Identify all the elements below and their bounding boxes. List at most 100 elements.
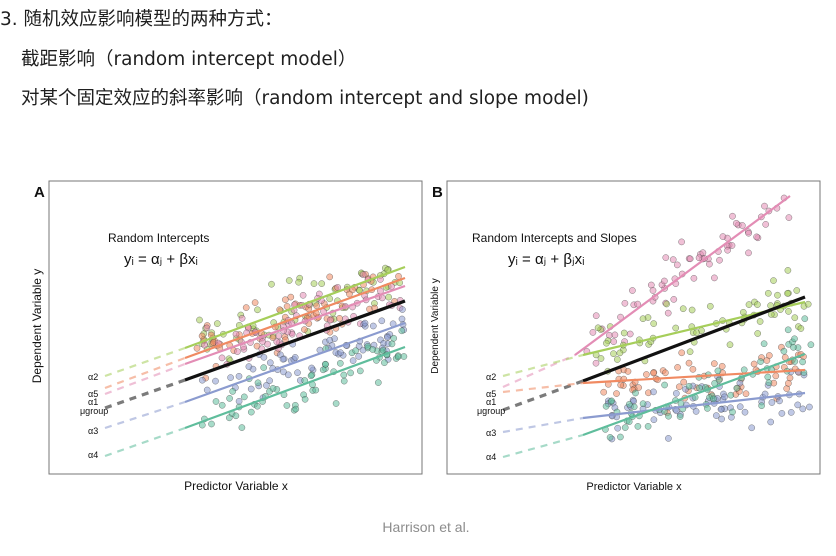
panel-a-data-point (266, 359, 274, 367)
panel-b-equation: yᵢ = αⱼ + βⱼxᵢ (508, 251, 584, 268)
panel-a-data-point (254, 306, 261, 314)
panel-a-data-point (381, 359, 388, 367)
panel-a-data-point (378, 317, 386, 325)
panel-a-data-point (349, 357, 357, 364)
panel-a-data-point (398, 327, 406, 335)
label-alpha2: α2 (486, 372, 496, 382)
panel-b-data-point (714, 367, 722, 375)
panel-b-data-point (685, 359, 693, 367)
panel-b-data-point (742, 390, 750, 398)
panel-b-data-point (706, 260, 713, 268)
panel-b-data-point (650, 320, 658, 327)
panel-b-data-point (686, 348, 694, 356)
panel-b-data-point (672, 390, 680, 397)
panel-b-data-point (639, 315, 647, 323)
panel-a-data-point (347, 369, 354, 377)
panel-b-data-point (721, 393, 728, 401)
panel-b-fit-line-4 (582, 391, 806, 420)
panel-b-data-point (602, 402, 610, 410)
panel-b-data-point (670, 296, 678, 303)
panel-b-data-point (699, 249, 707, 257)
panel-b-title: Random Intercepts and Slopes (472, 231, 637, 245)
panel-b-data-point (704, 405, 711, 412)
panel-b-data-point (733, 384, 741, 392)
panel-a-data-point (291, 354, 299, 361)
panel-b-data-point (689, 365, 697, 373)
panel-b-data-point (745, 229, 752, 237)
panel-a-data-point (275, 332, 283, 340)
panel-a-data-point (307, 372, 315, 380)
panel-b-letter: B (432, 184, 443, 201)
panel-b-data-point (680, 378, 688, 386)
panel-b-data-point (748, 424, 756, 432)
panel-a-data-point (269, 385, 277, 392)
panel-a-data-point (385, 293, 392, 301)
panel-a-data-point (279, 355, 287, 363)
panel-a-data-point (312, 386, 320, 394)
panel-b-data-point (801, 315, 809, 323)
panel-b-data-point (764, 289, 772, 297)
panel-b-data-point (715, 376, 723, 384)
panel-a-fit-line-5 (184, 345, 406, 430)
panel-b-data-point (719, 233, 727, 240)
panel-b-data-point (768, 399, 776, 406)
panel-b-data-point (613, 390, 620, 397)
panel-b-data-point (616, 349, 624, 357)
panel-b-data-point (712, 412, 720, 419)
panel-a: A Random Intercepts yᵢ = αⱼ + βxᵢ Predic… (30, 180, 423, 493)
panel-b-data-point (732, 219, 740, 227)
panel-a-lines (104, 265, 406, 458)
panel-b-data-point (776, 397, 783, 405)
panel-b-data-point (669, 256, 677, 263)
panel-a-data-point (225, 414, 233, 422)
panel-b-data-point (617, 381, 625, 389)
panel-a-data-point (310, 280, 318, 287)
panel-b-data-point (632, 389, 639, 397)
panel-b-data-point (661, 277, 668, 285)
panel-b-data-point (790, 343, 797, 351)
panel-a-data-point (295, 278, 302, 286)
panel-a-dashed-line-3 (104, 378, 186, 410)
panel-b: B Random Intercepts and Slopes yᵢ = αⱼ +… (430, 180, 821, 493)
section-heading: 3. 随机效应影响模型的两种方式： (0, 9, 283, 30)
panel-b-data-point (764, 373, 772, 381)
panel-b-dashed-line-3 (502, 381, 584, 394)
panel-a-data-point (356, 367, 364, 375)
panel-b-data-point (690, 274, 698, 282)
panel-a-data-point (319, 366, 327, 374)
panel-b-xlabel: Predictor Variable x (586, 481, 682, 493)
panel-a-data-point (196, 316, 203, 324)
panel-b-lines (502, 195, 806, 459)
panel-b-fit-line-5 (582, 352, 806, 437)
panel-b-data-point (738, 222, 746, 229)
panel-a-data-point (229, 388, 237, 395)
panel-a-data-point (292, 405, 300, 413)
bullet-random-slope: 对某个固定效应的斜率影响（random intercept and slope … (21, 88, 589, 109)
panel-a-data-point (238, 424, 246, 431)
label-alpha4: α4 (88, 450, 98, 460)
panel-a-data-point (326, 273, 334, 281)
panel-a-data-point (379, 346, 387, 354)
panel-a-data-point (198, 332, 206, 340)
label-alpha2: α2 (88, 372, 98, 382)
panel-b-data-point (592, 359, 600, 367)
panel-a-dashed-line-5 (104, 426, 186, 458)
panel-a-data-point (268, 280, 275, 288)
label-alpha4: α4 (486, 452, 496, 462)
panel-b-data-point (736, 403, 744, 411)
panel-a-data-point (201, 341, 208, 349)
panel-a-data-point (245, 363, 253, 370)
panel-a-data-point (398, 315, 406, 323)
panel-a-data-point (301, 395, 309, 403)
panel-b-intercept-labels: α2 α5 α1 μgroup α3 α4 (477, 372, 505, 462)
panel-b-data-point (767, 418, 775, 426)
panel-a-data-point (313, 302, 320, 310)
panel-a-frame (48, 180, 423, 475)
panel-b-data-point (643, 371, 650, 378)
panel-b-data-point (639, 400, 647, 408)
panel-a-fit-line-4 (184, 321, 406, 404)
label-alpha5: α5 (88, 389, 98, 399)
panel-b-data-point (634, 300, 641, 308)
label-alpha5: α5 (486, 389, 496, 399)
panel-a-letter: A (34, 184, 45, 201)
